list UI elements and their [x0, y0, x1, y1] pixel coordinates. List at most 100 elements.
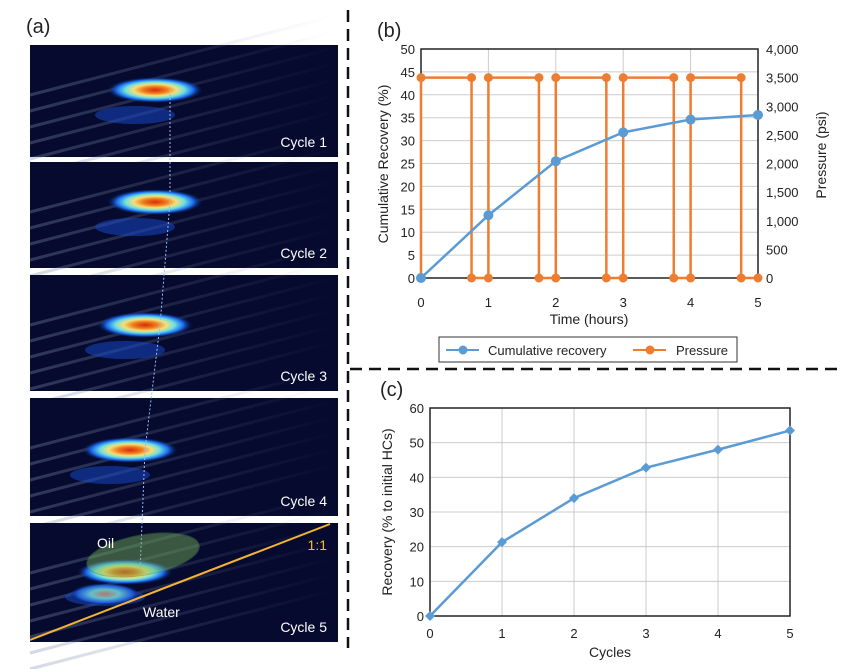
y2-tick-label: 2,000: [766, 157, 799, 172]
y2-tick-label: 3,500: [766, 71, 799, 86]
heat-blob: [77, 559, 173, 585]
pressure-point: [736, 273, 746, 283]
alignment-dashed-line: [139, 449, 146, 573]
streak: [29, 571, 339, 655]
x-tick-label: 3: [642, 626, 649, 641]
alignment-dashed-line: [144, 324, 161, 451]
y-tick-label: 15: [401, 202, 415, 217]
streak: [29, 414, 339, 498]
y2-tick-label: 3,000: [766, 99, 799, 114]
y2-tick-label: 500: [766, 242, 788, 257]
y-tick-label: 5: [408, 248, 415, 263]
pressure-line: [419, 76, 758, 280]
oil-label: Oil: [97, 535, 114, 551]
recovery-diamond-point: [497, 537, 507, 548]
pressure-point: [686, 73, 696, 83]
panel-background: [30, 45, 338, 157]
recovery-point: [685, 114, 696, 125]
streak: [29, 446, 339, 530]
x-tick-label: 3: [620, 295, 627, 310]
water-region: [70, 583, 140, 605]
mri-panels: Cycle 1Cycle 2Cycle 3Cycle 4 Cycle 5 Oil Wa…: [29, 13, 339, 669]
y2-tick-label: 1,000: [766, 214, 799, 229]
y-tick-label: 50: [410, 436, 424, 451]
y-tick-label: 10: [401, 225, 415, 240]
secondary-blob: [95, 218, 175, 236]
secondary-blob: [95, 106, 175, 124]
mri-panel: Cycle 1: [29, 13, 339, 193]
recovery-line: [420, 113, 759, 279]
x-tick-label: 4: [687, 295, 694, 310]
streak: [29, 382, 339, 466]
cycle-label: Cycle 5: [280, 619, 327, 635]
streak: [29, 243, 339, 327]
plot-frame: [429, 407, 791, 617]
x-tick-label: 1: [498, 626, 505, 641]
streak: [29, 491, 339, 575]
pressure-point: [534, 273, 544, 283]
streak: [29, 194, 339, 278]
pressure-point: [618, 73, 628, 83]
streak: [29, 146, 339, 230]
recovery-point: [416, 273, 426, 283]
pressure-point: [686, 273, 696, 283]
chart-b-ylabel: Cumulative Recovery (%): [375, 85, 391, 244]
y-tick-label: 20: [410, 540, 424, 555]
streak: [29, 291, 339, 375]
pressure-point: [618, 273, 628, 283]
y2-tick-label: 2,500: [766, 128, 799, 143]
pressure-point: [483, 73, 493, 83]
water-label: Water: [143, 604, 180, 620]
streak: [29, 323, 339, 407]
ratio-label: 1:1: [308, 537, 328, 553]
y-tick-label: 30: [410, 505, 424, 520]
chart-c: 0 10 20 30 40 50 60 0 1 2 3 4 5: [410, 401, 795, 641]
heat-blob: [82, 437, 178, 463]
x-tick-label: 1: [485, 295, 492, 310]
streak: [29, 307, 339, 391]
pressure-point: [467, 273, 477, 283]
streak: [29, 93, 339, 177]
y-tick-label: 40: [401, 88, 415, 103]
chart-c-ylabel: Recovery (% to initial HCs): [379, 428, 395, 595]
legend-pressure-marker: [645, 345, 655, 355]
x-tick-label: 2: [552, 295, 559, 310]
x-tick-label: 5: [754, 295, 761, 310]
chart-b-xlabel: Time (hours): [550, 311, 629, 327]
y-tick-label: 25: [401, 157, 415, 172]
pressure-point: [669, 73, 679, 83]
mri-panel: Cycle 3: [29, 243, 339, 423]
heat-blob: [107, 189, 203, 215]
legend-recovery-marker: [458, 345, 468, 355]
pressure-point: [601, 273, 611, 283]
y2-tick-label: 4,000: [766, 42, 799, 57]
streak: [29, 398, 339, 482]
pressure-point: [551, 73, 561, 83]
mri-panel: Cycle 4: [29, 366, 339, 546]
pressure-point: [416, 73, 426, 83]
legend-recovery-label: Cumulative recovery: [488, 343, 607, 358]
pressure-point: [467, 73, 477, 83]
recovery-diamond-point: [713, 444, 723, 455]
pressure-point: [736, 73, 746, 83]
x-tick-label: 0: [417, 295, 424, 310]
recovery-diamond-point: [641, 462, 651, 473]
recovery-point: [483, 210, 494, 221]
streak: [29, 77, 339, 161]
oil-region: [86, 532, 200, 578]
pressure-point: [669, 273, 679, 283]
panel-c-label: (c): [380, 379, 403, 401]
heat-blob: [107, 77, 203, 103]
recovery-diamond-point: [785, 425, 795, 436]
legend-pressure-label: Pressure: [676, 343, 728, 358]
y-tick-label: 30: [401, 134, 415, 149]
panel-b-label: (b): [377, 20, 401, 42]
chart-c-xlabel: Cycles: [589, 644, 631, 660]
streak: [29, 555, 339, 639]
x-tick-label: 5: [786, 626, 793, 641]
streak: [29, 275, 339, 359]
legend-box: [438, 336, 738, 363]
